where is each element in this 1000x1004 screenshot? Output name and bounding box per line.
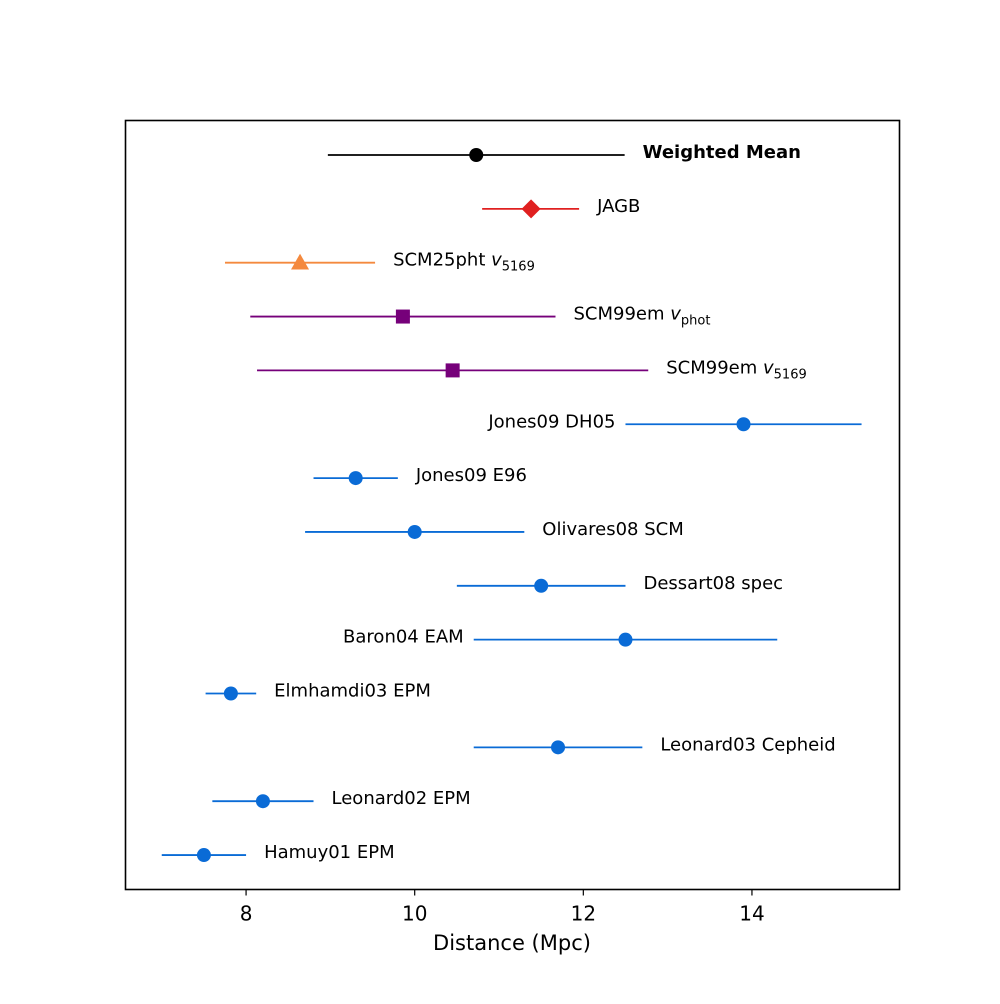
point-label-text: SCM99em xyxy=(574,304,671,325)
point-label-subscript: 5169 xyxy=(774,367,807,382)
x-tick-label: 10 xyxy=(402,902,427,926)
point-marker-circle xyxy=(618,632,633,647)
point-label: Baron04 EAM xyxy=(343,627,464,648)
velocity-symbol: v xyxy=(491,250,502,271)
point-label: JAGB xyxy=(596,196,640,217)
data-row: Leonard03 Cepheid xyxy=(473,734,836,755)
point-marker-square xyxy=(445,363,460,378)
point-label: Olivares08 SCM xyxy=(542,519,683,540)
point-marker-square xyxy=(395,309,410,324)
point-label-text: Baron04 EAM xyxy=(343,627,464,648)
point-label-text: Olivares08 SCM xyxy=(542,519,683,540)
point-label: Jones09 DH05 xyxy=(487,411,615,432)
point-label-text: JAGB xyxy=(596,196,640,217)
data-row: SCM99em v5169 xyxy=(257,357,807,382)
point-marker-circle xyxy=(196,848,211,863)
x-tick-label: 14 xyxy=(739,902,764,926)
data-row: SCM25pht v5169 xyxy=(224,250,535,275)
point-marker-circle xyxy=(551,740,566,755)
point-label-text: Leonard02 EPM xyxy=(332,788,471,809)
point-label-text: SCM99em xyxy=(666,357,763,378)
x-axis-title: Distance (Mpc) xyxy=(433,931,591,955)
point-marker-circle xyxy=(736,417,751,432)
point-label: Leonard02 EPM xyxy=(332,788,471,809)
x-axis: 8 10 12 14 xyxy=(240,889,765,926)
point-label: SCM25pht v5169 xyxy=(393,250,535,275)
data-row: JAGB xyxy=(482,196,640,219)
x-tick-label: 12 xyxy=(571,902,596,926)
data-row: Hamuy01 EPM xyxy=(161,842,395,863)
point-label-text: Weighted Mean xyxy=(643,142,801,163)
point-marker-circle xyxy=(469,148,484,162)
point-label-text: Dessart08 spec xyxy=(643,573,783,594)
data-row: Dessart08 spec xyxy=(456,573,783,594)
point-label-text: Jones09 E96 xyxy=(415,465,527,486)
data-row: Olivares08 SCM xyxy=(305,519,684,540)
data-row: Weighted Mean xyxy=(327,142,801,163)
point-label: Weighted Mean xyxy=(643,142,801,163)
point-label: Elmhamdi03 EPM xyxy=(274,681,431,702)
point-label: SCM99em v5169 xyxy=(666,357,807,382)
point-label-text: Leonard03 Cepheid xyxy=(660,734,835,755)
data-row: Jones09 DH05 xyxy=(487,411,862,432)
data-row: Baron04 EAM xyxy=(343,627,778,648)
data-row: Leonard02 EPM xyxy=(212,788,471,809)
point-label: Dessart08 spec xyxy=(643,573,783,594)
point-label: Hamuy01 EPM xyxy=(264,842,395,863)
point-label-text: Hamuy01 EPM xyxy=(264,842,395,863)
point-marker-circle xyxy=(348,471,363,486)
point-label-subscript: phot xyxy=(681,314,711,329)
velocity-symbol: v xyxy=(763,357,774,378)
velocity-symbol: v xyxy=(670,304,681,325)
point-marker-circle xyxy=(255,794,270,809)
point-marker-circle xyxy=(223,686,238,701)
point-label: Jones09 E96 xyxy=(415,465,527,486)
point-label: SCM99em vphot xyxy=(574,304,711,329)
point-label: Leonard03 Cepheid xyxy=(660,734,835,755)
data-row: Jones09 E96 xyxy=(313,465,527,486)
plot-frame xyxy=(124,119,901,891)
point-label-text: SCM25pht xyxy=(393,250,491,271)
point-marker-diamond xyxy=(521,199,541,219)
point-label-text: Elmhamdi03 EPM xyxy=(274,681,431,702)
data-row: Elmhamdi03 EPM xyxy=(205,681,431,702)
point-label-text: Jones09 DH05 xyxy=(487,411,615,432)
point-label-subscript: 5169 xyxy=(502,260,535,275)
x-tick-label: 8 xyxy=(240,902,253,926)
point-marker-triangle xyxy=(291,253,310,270)
point-marker-circle xyxy=(534,578,549,593)
data-row: SCM99em vphot xyxy=(250,304,710,329)
point-marker-circle xyxy=(407,524,422,539)
